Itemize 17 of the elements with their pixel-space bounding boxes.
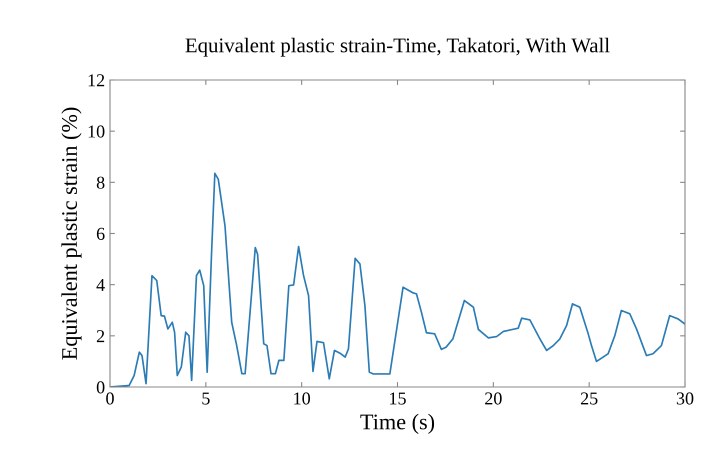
x-tick-label: 10	[294, 392, 310, 405]
x-axis-title: Time (s)	[360, 414, 434, 434]
y-tick-label: 0	[96, 381, 104, 394]
y-tick-label: 4	[96, 279, 105, 291]
x-tick-label: 30	[676, 392, 694, 405]
y-tick-label: 10	[88, 125, 104, 138]
y-tick-label: 2	[96, 330, 104, 342]
y-tick-label: 8	[96, 176, 104, 189]
x-tick-label: 15	[390, 392, 406, 405]
chart-title: Equivalent plastic strain-Time, Takatori, With Wall	[185, 38, 610, 57]
x-tick-label: 25	[580, 392, 598, 405]
y-tick-label: 6	[96, 228, 105, 240]
x-tick-label: 5	[202, 392, 210, 405]
x-tick-label: 0	[106, 392, 114, 405]
y-tick-label: 12	[88, 74, 104, 86]
x-tick-label: 20	[485, 392, 502, 405]
y-axis-title: Equivalent plastic strain (%)	[61, 108, 82, 360]
